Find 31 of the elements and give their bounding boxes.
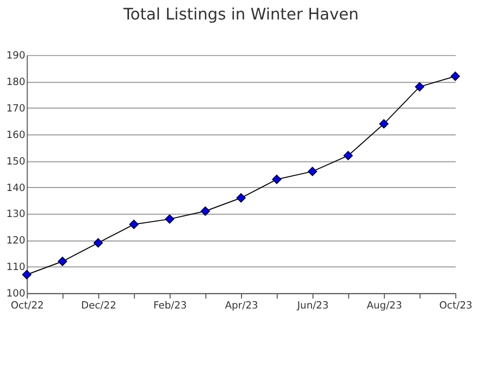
x-tick-label: Jun/23 — [296, 300, 329, 312]
x-tick-label: Aug/23 — [366, 300, 402, 312]
x-tick-label: Oct/22 — [10, 300, 44, 312]
point — [379, 119, 389, 128]
y-tick-label: 190 — [6, 50, 26, 62]
point — [58, 256, 68, 266]
point — [94, 238, 103, 248]
y-tick-label: 150 — [6, 156, 26, 168]
y-tick-label: 180 — [6, 76, 26, 88]
y-tick-label: 120 — [6, 236, 26, 247]
y-tick-label: 100 — [6, 288, 26, 300]
point — [344, 150, 353, 160]
y-tick-label: 130 — [6, 209, 26, 220]
y-tick-label: 160 — [6, 130, 26, 141]
point — [200, 206, 210, 216]
x-tick-label: Oct/23 — [439, 300, 472, 312]
point — [164, 214, 174, 224]
y-tick-label: 140 — [6, 182, 26, 194]
x-tick-label: Apr/23 — [224, 300, 258, 312]
point — [22, 270, 32, 280]
y-tick-label: 170 — [6, 103, 26, 114]
point — [129, 220, 139, 229]
point — [414, 82, 424, 92]
x-tick-label: Feb/23 — [153, 300, 187, 312]
point — [236, 193, 246, 203]
point — [450, 72, 460, 81]
chart-title: Total Listings in Winter Haven — [122, 4, 359, 24]
point — [308, 166, 318, 176]
x-tick-label: Dec/22 — [81, 300, 116, 312]
y-tick-label: 110 — [6, 262, 26, 274]
point — [272, 174, 282, 184]
